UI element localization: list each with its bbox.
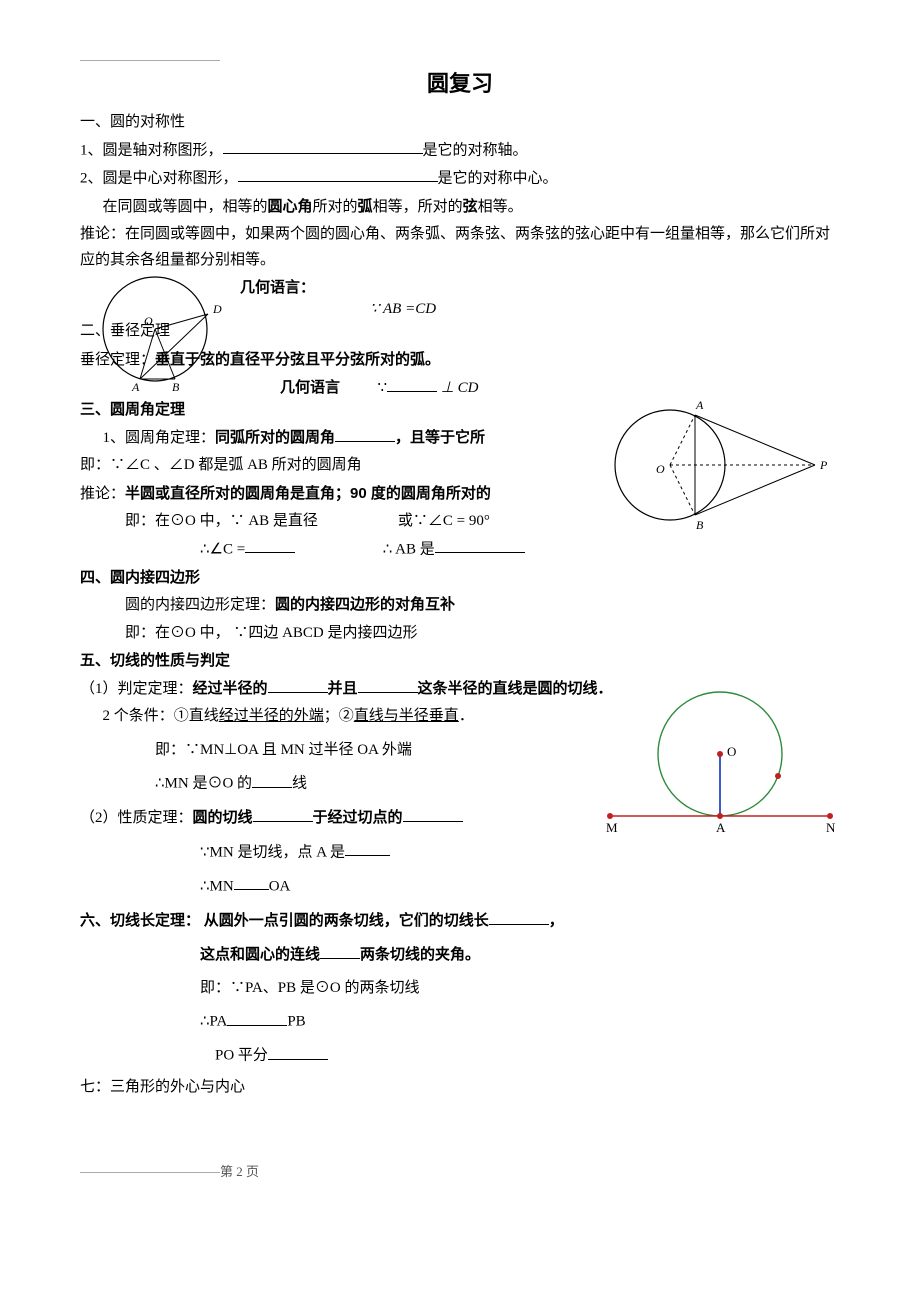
s5-l2: 2 个条件：①直线经过半径的外端；②直线与半径垂直． bbox=[80, 704, 840, 730]
s3-l2: 即：∵∠C 、∠D 都是弧 AB 所对的圆周角 bbox=[80, 453, 840, 479]
s4-heading: 四、圆内接四边形 bbox=[80, 565, 840, 591]
s1-heading: 一、圆的对称性 bbox=[80, 110, 840, 136]
s6-l3: 即：∵PA、PB 是⊙O 的两条切线 bbox=[80, 976, 840, 1002]
s1-l4: 推论：在同圆或等圆中，如果两个圆的圆心角、两条弧、两条弦、两条弦的弦心距中有一组… bbox=[80, 222, 840, 273]
s5-l5: （2）性质定理：圆的切线于经过切点的 bbox=[80, 805, 840, 832]
s3-heading: 三、圆周角定理 bbox=[80, 397, 840, 423]
footer: 第 2 页 bbox=[80, 1161, 840, 1183]
s4-l2: 即：在⊙O 中， ∵四边 ABCD 是内接四边形 bbox=[80, 621, 840, 647]
s6-l2: 这点和圆心的连线两条切线的夹角。 bbox=[80, 942, 840, 968]
s4-l1: 圆的内接四边形定理：圆的内接四边形的对角互补 bbox=[80, 592, 840, 619]
fig1-label-D: D bbox=[212, 302, 222, 316]
s1-geom-label: 几何语言： bbox=[240, 275, 315, 302]
s5-l7: ∴MNOA bbox=[80, 874, 840, 900]
s6-l4: ∴PAPB bbox=[80, 1009, 840, 1035]
page-title: 圆复习 bbox=[80, 65, 840, 102]
s7-heading: 七：三角形的外心与内心 bbox=[80, 1075, 840, 1101]
s5-l6: ∵MN 是切线，点 A 是 bbox=[80, 840, 840, 866]
s1-l2: 2、圆是中心对称图形，是它的对称中心。 bbox=[80, 166, 840, 192]
header-rule bbox=[80, 60, 220, 61]
s3-l5: ∴∠C = ∴ AB 是 bbox=[80, 537, 840, 563]
s1-l3: 在同圆或等圆中，相等的圆心角所对的弧相等，所对的弦相等。 bbox=[80, 194, 840, 221]
s1-l1: 1、圆是轴对称图形，是它的对称轴。 bbox=[80, 138, 840, 164]
s5-wrap: O A M N 五、切线的性质与判定 （1）判定定理：经过半径的并且这条半径的直… bbox=[80, 648, 840, 900]
s1-ab-eq: ∵ AB =CD bbox=[370, 297, 436, 323]
s2-l1: 垂径定理：垂直于弦的直径平分弦且平分弦所对的弧。 bbox=[80, 347, 440, 374]
s3-l4: 即：在⊙O 中，∵ AB 是直径或∵∠C = 90° bbox=[80, 509, 840, 535]
fig1-wrap: O D A B 几何语言： ∵ AB =CD 二、垂径定理 垂径定理：垂直于弦的… bbox=[80, 275, 840, 395]
s3-l1: 1、圆周角定理：同弧所对的圆周角，且等于它所 bbox=[80, 425, 840, 452]
fig1-label-B: B bbox=[172, 380, 180, 394]
s5-l3: 即：∵MN⊥OA 且 MN 过半径 OA 外端 bbox=[80, 738, 840, 764]
s6-l5: PO 平分 bbox=[80, 1043, 840, 1069]
footer-page: 第 2 页 bbox=[220, 1164, 259, 1179]
s2-heading: 二、垂径定理 bbox=[80, 319, 170, 345]
s6-heading-line: 六、切线长定理： 从圆外一点引圆的两条切线，它们的切线长， bbox=[80, 908, 840, 935]
s5-l1: （1）判定定理：经过半径的并且这条半径的直线是圆的切线． bbox=[80, 676, 840, 703]
s3-l3: 推论：半圆或直径所对的圆周角是直角；90 度的圆周角所对的 bbox=[80, 481, 840, 508]
s3-wrap: A B O P 三、圆周角定理 1、圆周角定理：同弧所对的圆周角，且等于它所 即… bbox=[80, 397, 840, 563]
s5-l4: ∴MN 是⊙O 的线 bbox=[80, 771, 840, 797]
fig1-label-A: A bbox=[131, 380, 140, 394]
s5-heading: 五、切线的性质与判定 bbox=[80, 648, 840, 674]
